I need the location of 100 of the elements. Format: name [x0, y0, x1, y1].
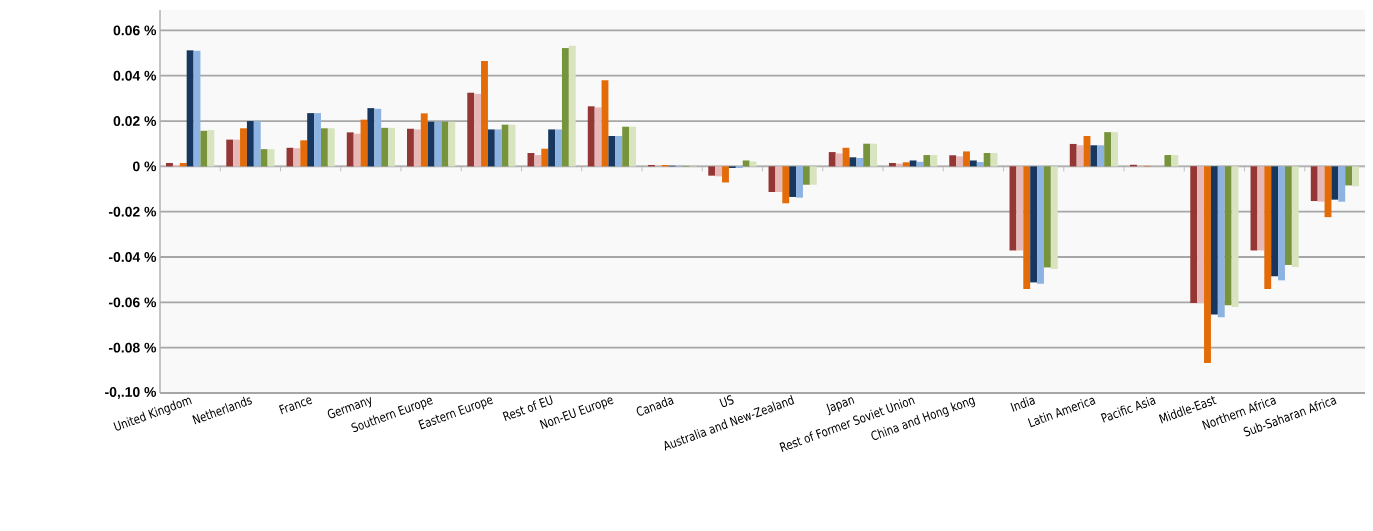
bar: [976, 162, 984, 167]
bar: [1352, 166, 1359, 187]
bar: [1345, 166, 1353, 186]
bar: [1090, 145, 1098, 167]
bar: [923, 155, 931, 167]
bar: [541, 148, 549, 167]
y-tick-label: 0.04 %: [113, 70, 157, 81]
bar: [1217, 166, 1225, 318]
bar: [789, 166, 797, 197]
bar: [166, 162, 173, 167]
y-tick-label: -0.02 %: [108, 206, 157, 217]
bar: [374, 108, 382, 167]
bar: [587, 106, 595, 167]
bar: [856, 157, 864, 167]
bar: [320, 128, 328, 167]
bar: [889, 162, 896, 167]
bar: [300, 140, 308, 167]
bar: [1164, 155, 1172, 167]
bar: [346, 132, 354, 167]
bar: [1050, 166, 1058, 270]
bar: [555, 129, 562, 167]
bar: [207, 130, 215, 167]
bar: [1264, 166, 1272, 289]
bar: [200, 130, 208, 167]
bar: [427, 121, 435, 167]
x-tick-label: Japan: [826, 397, 855, 416]
bar: [722, 166, 729, 183]
bar: [782, 166, 790, 204]
bar: [1111, 132, 1118, 167]
bar: [179, 162, 187, 167]
bar: [796, 166, 803, 198]
y-tick-label: -0.04 %: [108, 252, 157, 262]
bar: [1043, 166, 1051, 268]
bar: [1284, 166, 1292, 265]
bar: [501, 124, 509, 167]
bar: [742, 160, 750, 167]
bar: [494, 129, 502, 167]
bar: [1069, 143, 1077, 167]
bar: [293, 148, 301, 167]
bar: [441, 121, 449, 167]
bar: [1171, 155, 1179, 167]
bar: [949, 155, 957, 167]
bar: [835, 153, 843, 167]
bar: [1016, 166, 1024, 251]
y-tick-label: 0 %: [132, 161, 157, 172]
bar: [909, 160, 917, 167]
bar: [246, 121, 254, 167]
x-tick-label: France: [278, 397, 313, 415]
bar: [956, 156, 964, 167]
bar: [775, 166, 783, 192]
bar: [828, 152, 836, 167]
y-tick-label: -0,.10 %: [105, 387, 157, 399]
bar: [1104, 132, 1112, 167]
bar: [314, 113, 321, 167]
bar: [420, 113, 428, 167]
bar: [615, 136, 623, 167]
x-tick-label: Pacific Asia: [1100, 397, 1156, 423]
bar: [1317, 166, 1325, 202]
x-tick-label: India: [1010, 397, 1036, 412]
bar: [307, 113, 315, 167]
bar: [481, 60, 488, 167]
bar: [622, 126, 630, 167]
y-tick-label: 0.06 %: [113, 25, 157, 36]
bar: [594, 107, 602, 167]
bar: [260, 149, 268, 167]
bar: [186, 50, 194, 167]
bar: [367, 108, 375, 167]
bar: [1076, 145, 1084, 167]
bar: [1037, 166, 1044, 284]
bar: [548, 129, 556, 167]
y-tick-label: -0.06 %: [108, 297, 157, 308]
bar: [381, 127, 389, 167]
bar: [240, 128, 247, 167]
bar: [1338, 166, 1346, 202]
bar: [1257, 166, 1265, 251]
bar: [407, 128, 414, 167]
bar: [233, 139, 241, 167]
bar: [902, 162, 910, 167]
bar: [1278, 166, 1285, 281]
x-tick-label: Canada: [636, 396, 674, 416]
bar: [802, 166, 810, 185]
bar: [608, 136, 616, 167]
bar: [568, 45, 576, 167]
bar: [487, 129, 495, 167]
bar: [534, 155, 542, 167]
bar: [1204, 166, 1211, 364]
bar: [1331, 166, 1339, 200]
bar: [809, 166, 817, 185]
bar: [870, 143, 877, 167]
bar: [474, 93, 482, 167]
bar: [1097, 145, 1105, 167]
bar: [1291, 166, 1299, 267]
bar: [863, 143, 871, 167]
bar: [629, 126, 636, 167]
bar: [467, 92, 475, 167]
bar: [226, 139, 234, 167]
bar: [253, 121, 261, 167]
bar: [1210, 166, 1218, 315]
bar: [930, 155, 938, 167]
bar: [1310, 166, 1318, 202]
